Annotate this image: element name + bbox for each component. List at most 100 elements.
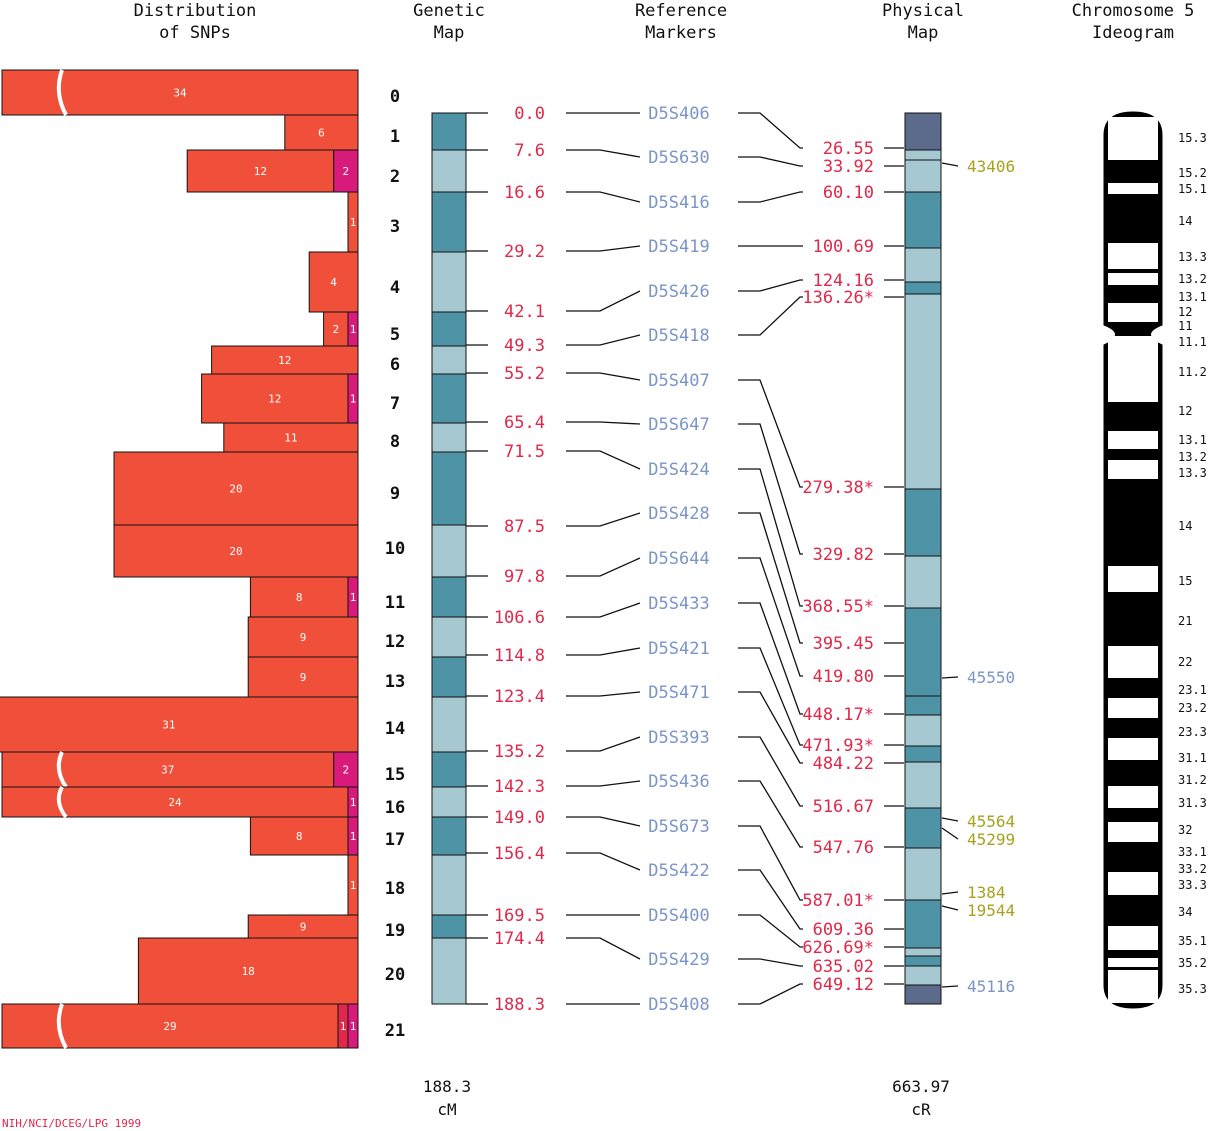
bin-number: 11 — [385, 593, 405, 613]
reference-marker: D5S436 — [648, 772, 709, 792]
genetic-map-segment — [431, 524, 467, 578]
genetic-position-labels: 0.0 7.6 16.6 29.2 42.1 49.3 55.2 65.4 71.5 87.5 97… — [466, 104, 545, 1015]
reference-marker: D5S422 — [648, 861, 709, 881]
genetic-position: 156.4 — [494, 844, 545, 864]
ideogram-band-label: 33.3 — [1178, 878, 1207, 892]
ideogram-band-light — [1108, 872, 1158, 895]
snp-count-label: 1 — [350, 393, 357, 406]
genetic-map-segment — [431, 816, 467, 856]
snp-count-label: 11 — [284, 432, 297, 445]
marker-physical-connector — [738, 983, 803, 1005]
genetic-map-segment — [431, 696, 467, 753]
snp-count-label: 29 — [163, 1020, 176, 1033]
bin-number: 15 — [385, 765, 405, 785]
marker-physical-connector — [738, 156, 803, 167]
reference-marker: D5S647 — [648, 415, 709, 435]
ideogram-band-label: 13.3 — [1178, 466, 1207, 480]
genetic-position: 106.6 — [494, 608, 545, 628]
ideogram-band-light — [1108, 822, 1158, 842]
ideogram-band-light — [1108, 926, 1158, 950]
ideogram-band-label: 21 — [1178, 614, 1192, 628]
physical-position: 635.02 — [813, 957, 874, 977]
reference-marker: D5S471 — [648, 683, 709, 703]
reference-marker: D5S426 — [648, 282, 709, 302]
marker-physical-connector — [738, 296, 803, 336]
snp-count-label: 12 — [268, 393, 281, 406]
physical-extra-marker: 45550 — [967, 668, 1015, 687]
reference-marker: D5S429 — [648, 950, 709, 970]
ideogram-band-light — [1108, 273, 1158, 285]
genetic-marker-connector — [566, 691, 641, 697]
snp-count-label: 8 — [296, 591, 303, 604]
reference-marker: D5S433 — [648, 594, 709, 614]
snp-count-label: 31 — [162, 719, 175, 732]
physical-position: 26.55 — [823, 139, 874, 159]
physical-position: 609.36 — [813, 920, 874, 940]
physical-position: 60.10 — [823, 183, 874, 203]
ideogram-band-labels: 15.315.215.11413.313.213.1121111.111.212… — [1178, 131, 1207, 996]
physical-map-segment — [904, 955, 942, 967]
genetic-position: 174.4 — [494, 929, 545, 949]
reference-marker: D5S407 — [648, 371, 709, 391]
marker-physical-connector — [738, 691, 803, 764]
genetic-position: 55.2 — [504, 364, 545, 384]
snp-count-label: 1 — [350, 591, 357, 604]
snp-bar-segment — [308, 251, 359, 313]
physical-map-segment — [904, 247, 942, 283]
genetic-marker-connector — [566, 557, 641, 577]
reference-marker: D5S419 — [648, 237, 709, 257]
reference-marker: D5S428 — [648, 504, 709, 524]
ideogram-band-light — [1108, 431, 1158, 449]
totals: 188.3 cM 663.97 cR — [423, 1077, 950, 1119]
ideogram-band-light — [1108, 243, 1158, 269]
bin-number: 12 — [385, 632, 405, 652]
genetic-map-segment — [431, 854, 467, 916]
snp-count-label: 20 — [229, 545, 242, 558]
ideogram-band-label: 13.2 — [1178, 450, 1207, 464]
marker-physical-connector — [738, 191, 803, 203]
ideogram-band-label: 34 — [1178, 905, 1192, 919]
genetic-map-segment — [431, 422, 467, 453]
genetic-map-segment — [431, 191, 467, 253]
physical-extra-marker: 45564 — [967, 812, 1015, 831]
snp-count-label: 9 — [300, 631, 307, 644]
physical-map-segment — [904, 965, 942, 986]
genetic-map-segment — [431, 311, 467, 347]
physical-header-line2: Map — [908, 23, 939, 43]
genetic-marker-connector — [566, 512, 641, 527]
ideogram-band-label: 31.2 — [1178, 773, 1207, 787]
bin-number: 9 — [390, 484, 400, 504]
physical-position: 100.69 — [813, 237, 874, 257]
snp-count-label: 1 — [350, 323, 357, 336]
snp-count-label: 1 — [340, 1020, 347, 1033]
physical-position: 516.67 — [813, 797, 874, 817]
chromosome-ideogram — [1103, 111, 1163, 1009]
ideogram-band-label: 23.1 — [1178, 683, 1207, 697]
ideogram-band-light — [1108, 117, 1158, 160]
physical-extra-tick — [941, 827, 959, 840]
genetic-marker-connector — [566, 937, 641, 960]
genetic-marker-connector — [566, 602, 641, 618]
physical-extra-marker: 43406 — [967, 157, 1015, 176]
bin-number: 18 — [385, 879, 405, 899]
snp-bar-segment — [211, 345, 359, 375]
physical-position: 33.92 — [823, 157, 874, 177]
physical-extra-tick — [941, 817, 959, 822]
physical-map-segment — [904, 149, 942, 161]
ideogram-band-label: 31.3 — [1178, 796, 1207, 810]
genetic-position: 16.6 — [504, 183, 545, 203]
genetic-marker-connector — [566, 334, 641, 346]
ideogram-header-line2: Ideogram — [1092, 23, 1174, 43]
marker-physical-connector — [738, 279, 803, 292]
ideogram-header-line1: Chromosome 5 — [1072, 1, 1195, 21]
ideogram-band-label: 12 — [1178, 305, 1192, 319]
ideogram-band-light — [1108, 698, 1158, 718]
snp-header-line1: Distribution — [134, 1, 257, 21]
reference-marker: D5S400 — [648, 906, 709, 926]
genetic-map-segment — [431, 251, 467, 313]
genetic-marker-connector — [566, 149, 641, 158]
snp-distribution-bars: 3462121412121121120201899312371241819181… — [0, 69, 359, 1049]
genetic-position: 142.3 — [494, 777, 545, 797]
